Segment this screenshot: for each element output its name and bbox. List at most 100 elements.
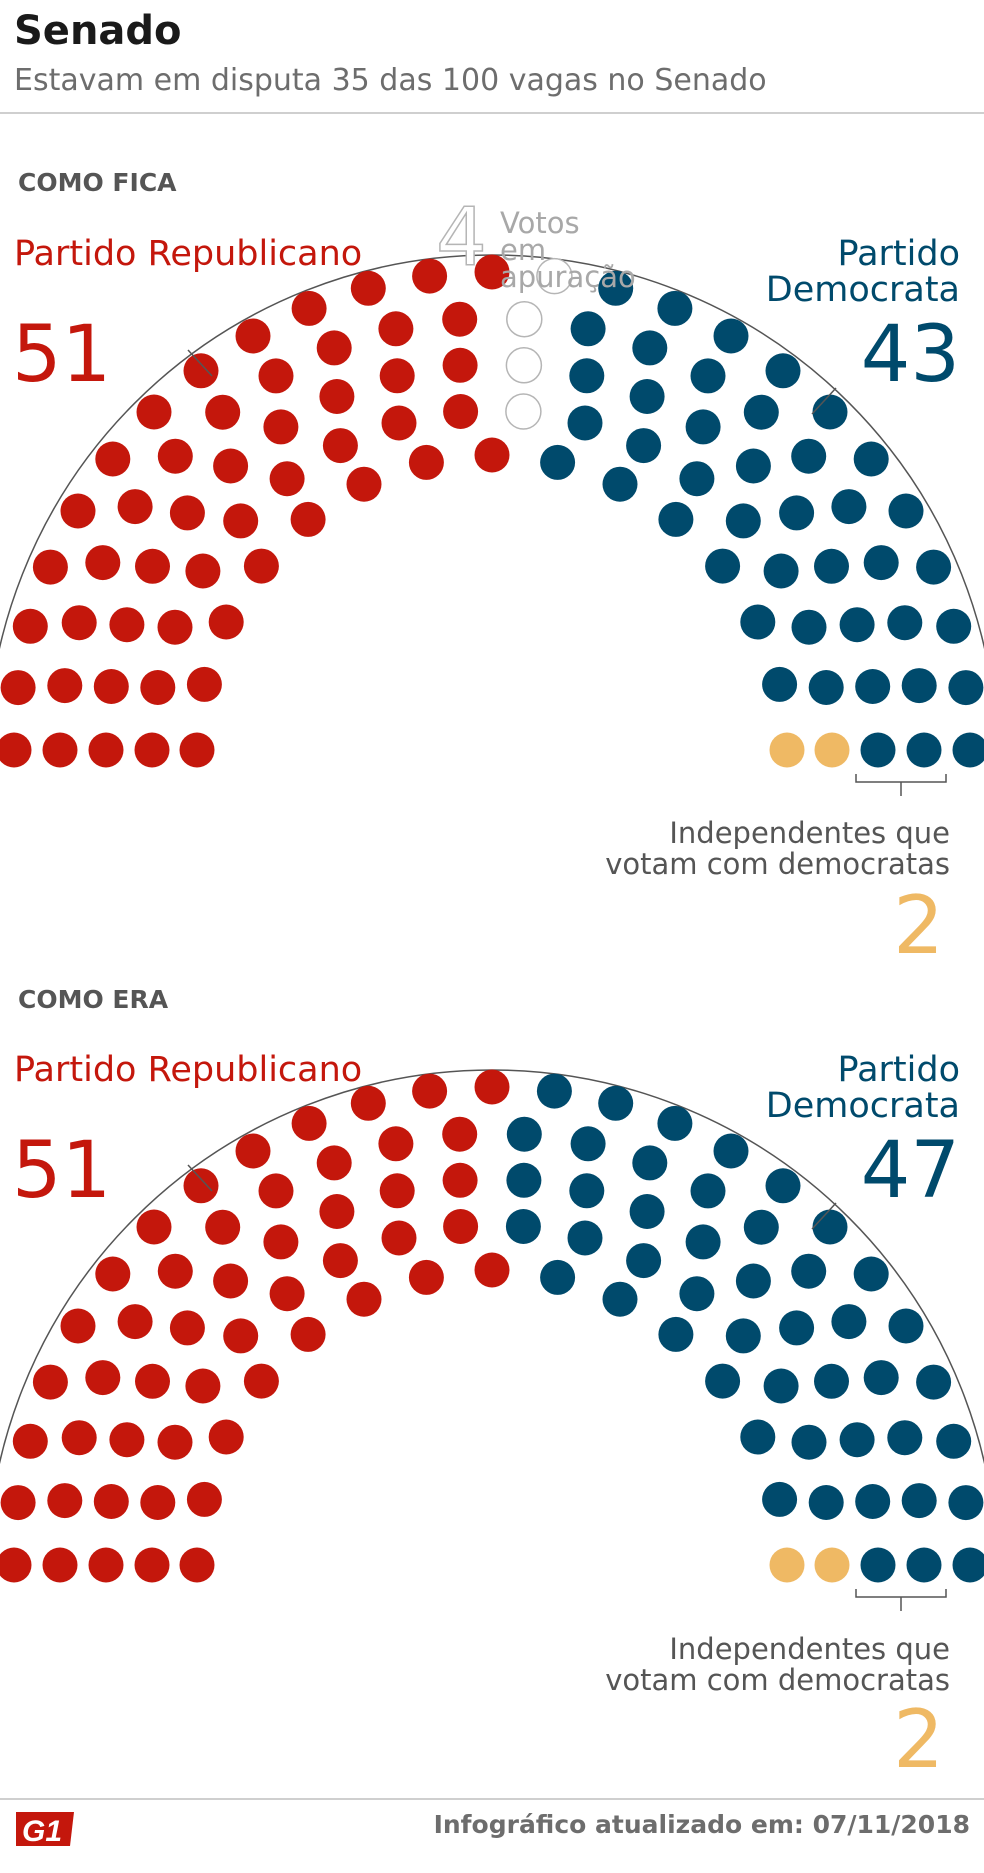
seat-republican	[88, 732, 124, 768]
seat-republican	[135, 548, 170, 584]
seat-republican	[205, 394, 241, 430]
seat-democrat	[952, 732, 984, 768]
seat-democrat	[567, 1220, 603, 1256]
seat-republican	[47, 668, 83, 704]
seat-republican	[442, 347, 478, 383]
seat-democrat	[814, 1363, 849, 1399]
seat-republican	[32, 549, 68, 585]
seat-democrat	[679, 461, 715, 497]
seat-democrat	[570, 311, 606, 347]
republican-party-label: Partido Republicano	[14, 234, 363, 274]
seat-republican	[291, 290, 327, 326]
seat-democrat	[839, 1422, 875, 1458]
seat-republican	[213, 448, 249, 484]
independents-count: 2	[893, 879, 944, 972]
seat-republican	[183, 1168, 219, 1204]
seat-democrat	[779, 1310, 815, 1346]
seat-democrat	[791, 609, 827, 645]
page-title: Senado	[14, 8, 182, 54]
seat-republican	[135, 1363, 170, 1399]
seat-independent	[769, 1547, 805, 1583]
seat-democrat	[740, 604, 776, 640]
seat-republican	[263, 1224, 299, 1260]
seat-democrat	[705, 548, 741, 584]
seat-republican	[169, 495, 205, 531]
seat-democrat	[569, 1173, 605, 1209]
seat-democrat	[569, 358, 605, 394]
seat-democrat	[690, 1173, 726, 1209]
independents-count: 2	[893, 1693, 944, 1786]
seat-democrat	[540, 444, 576, 480]
seat-republican	[258, 1173, 294, 1209]
seat-republican	[474, 254, 510, 290]
seat-republican	[85, 545, 121, 581]
seat-republican	[213, 1263, 249, 1299]
seat-republican	[157, 438, 193, 474]
seat-republican	[408, 444, 444, 480]
seat-democrat	[743, 394, 779, 430]
seat-republican	[290, 1316, 326, 1352]
footer-updated: Infográfico atualizado em: 07/11/2018	[433, 1810, 970, 1839]
seat-democrat	[888, 493, 924, 529]
seat-democrat	[602, 1281, 638, 1317]
seat-democrat	[812, 394, 848, 430]
seat-democrat	[765, 353, 801, 389]
seat-republican	[291, 1105, 327, 1141]
seat-republican	[186, 666, 222, 702]
seat-democrat	[763, 1368, 799, 1404]
seat-republican	[474, 437, 510, 473]
seat-democrat	[916, 1364, 952, 1400]
seat-democrat	[936, 608, 972, 644]
seat-democrat	[860, 732, 896, 768]
seat-democrat	[906, 1547, 942, 1583]
seat-republican	[208, 1419, 244, 1455]
seat-democrat	[808, 1485, 844, 1520]
seat-democrat	[779, 495, 815, 531]
seat-republican	[263, 409, 299, 445]
seat-democrat	[901, 668, 937, 704]
seat-republican	[42, 732, 78, 768]
seat-democrat	[657, 1105, 693, 1141]
seat-republican	[12, 1423, 48, 1459]
seat-republican	[442, 1162, 478, 1198]
seat-republican	[208, 604, 244, 640]
seat-republican	[319, 379, 355, 414]
independents-bracket	[855, 774, 947, 796]
seat-independent	[814, 732, 850, 768]
seat-democrat	[765, 1168, 801, 1204]
pending-votes-count: 4	[435, 191, 487, 284]
seat-republican	[32, 1364, 68, 1400]
g1-logo-text: G1	[22, 1815, 62, 1848]
seat-democrat	[887, 1420, 923, 1456]
seat-republican	[61, 1420, 97, 1456]
seat-democrat	[948, 1485, 984, 1521]
seat-democrat	[952, 1547, 984, 1583]
seat-democrat	[540, 1259, 576, 1295]
seat-republican	[157, 1253, 193, 1289]
democrat-leader-line	[811, 387, 837, 415]
seat-republican	[179, 1547, 215, 1583]
seat-republican	[136, 1209, 172, 1245]
seat-democrat	[763, 553, 799, 589]
seat-republican	[185, 1368, 221, 1404]
seat-republican	[474, 1069, 510, 1105]
seat-republican	[346, 1281, 382, 1317]
seat-republican	[117, 1304, 153, 1340]
section-label-como-era: COMO ERA	[18, 985, 169, 1014]
democrat-party-label: Partido Democrata	[765, 234, 960, 310]
seat-democrat	[831, 489, 867, 525]
seat-democrat	[808, 670, 844, 705]
seat-democrat	[506, 1116, 542, 1152]
seat-republican	[378, 1126, 414, 1162]
seat-democrat	[839, 607, 875, 643]
democrat-count: 47	[860, 1126, 960, 1216]
seat-republican	[0, 1485, 36, 1521]
republican-leader-line	[187, 1164, 213, 1192]
seat-republican	[157, 1424, 193, 1460]
senate-chart-como-fica	[0, 254, 984, 796]
seat-republican	[186, 1481, 222, 1517]
seat-democrat	[658, 501, 694, 537]
seat-republican	[346, 466, 382, 502]
seat-democrat	[743, 1209, 779, 1245]
seat-democrat	[863, 545, 899, 581]
